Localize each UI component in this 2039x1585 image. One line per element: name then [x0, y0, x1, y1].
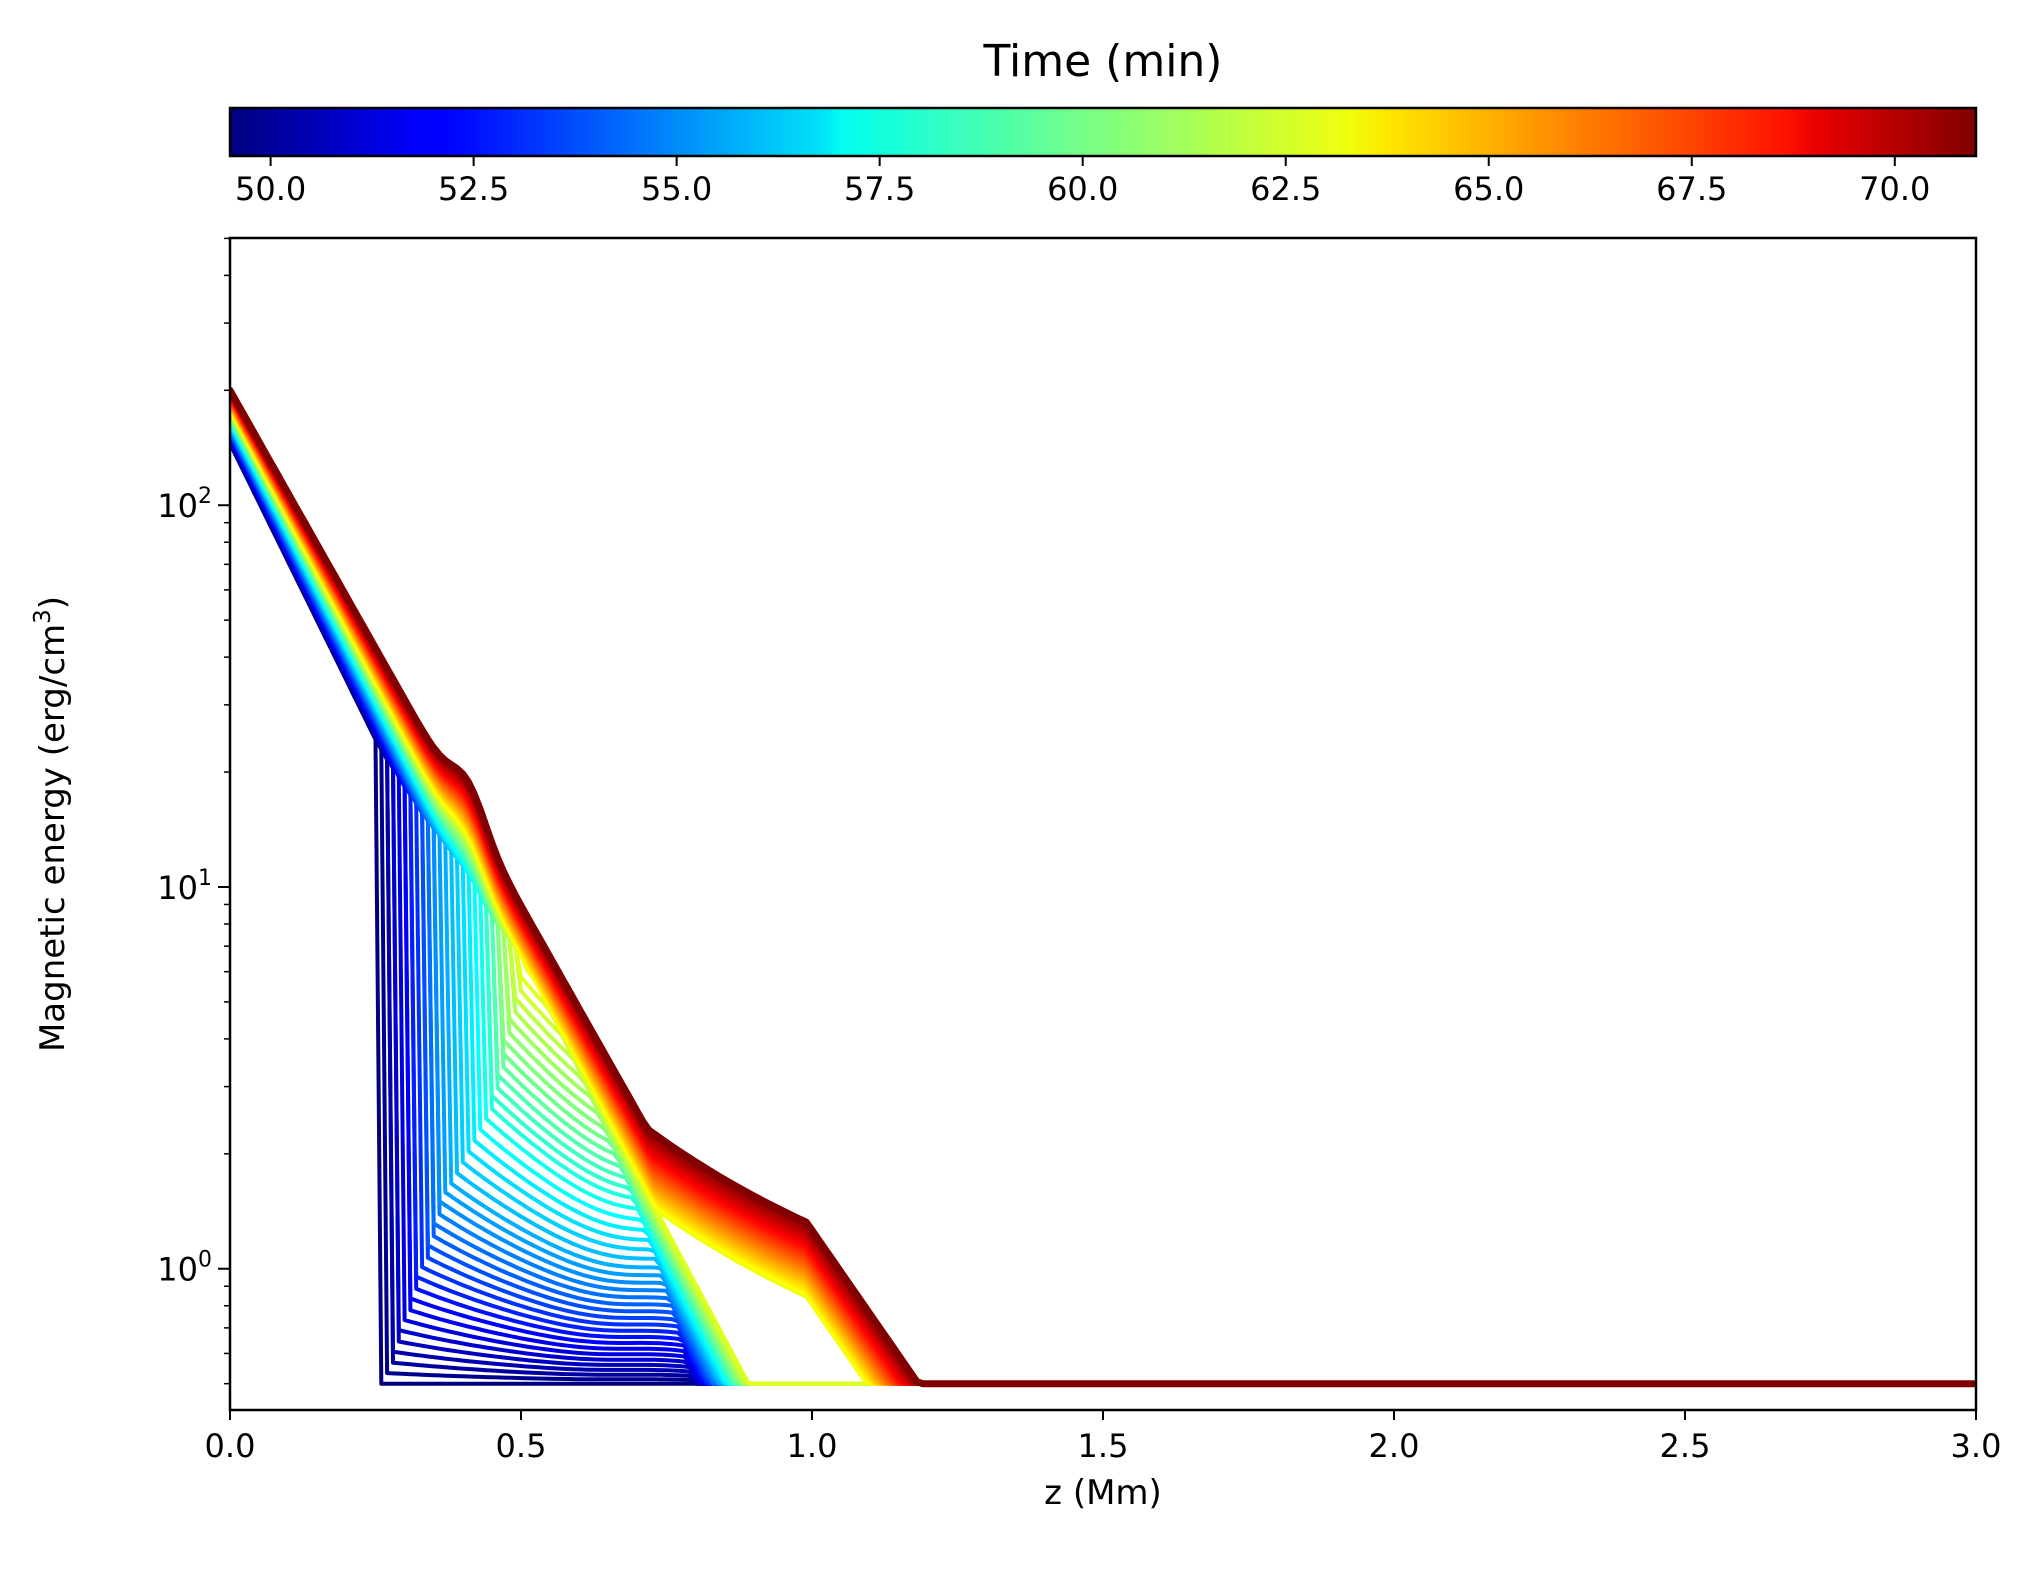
y-axis-label-main: Magnetic energy (erg/cm — [33, 624, 73, 1052]
y-tick-sup: 1 — [198, 866, 212, 891]
colorbar-tick-label: 62.5 — [1250, 170, 1321, 208]
y-axis-label-close: ) — [33, 596, 73, 609]
x-axis-ticks: 0.0 0.5 1.0 1.5 2.0 2.5 3.0 — [205, 1410, 2002, 1465]
colorbar-gradient — [228, 106, 1978, 158]
colorbar-title: Time (min) — [983, 36, 1223, 87]
y-tick-label: 101 — [157, 866, 212, 907]
y-axis-label: Magnetic energy (erg/cm3) — [30, 596, 73, 1052]
colorbar-tick-label: 55.0 — [641, 170, 712, 208]
colorbar-ticks: 50.0 52.5 55.0 57.5 60.0 62.5 65.0 67.5 70.0 — [235, 156, 1930, 208]
colorbar-tick-label: 57.5 — [844, 170, 915, 208]
colorbar-tick-label: 70.0 — [1859, 170, 1930, 208]
colorbar-tick-label: 65.0 — [1453, 170, 1524, 208]
x-tick-label: 0.5 — [496, 1427, 547, 1465]
x-tick-label: 1.0 — [787, 1427, 838, 1465]
x-tick-label: 2.0 — [1369, 1427, 1420, 1465]
colorbar-tick-label: 50.0 — [235, 170, 306, 208]
y-tick-base: 10 — [157, 1251, 198, 1289]
x-tick-label: 2.5 — [1660, 1427, 1711, 1465]
x-tick-label: 1.5 — [1078, 1427, 1129, 1465]
y-tick-base: 10 — [157, 487, 198, 525]
colorbar-tick-label: 60.0 — [1047, 170, 1118, 208]
energy-curve — [230, 406, 1976, 1386]
colorbar: Time (min) 50.0 52.5 55.0 57.5 60.0 62.5 65.0 6… — [228, 36, 1978, 208]
y-axis-label-sup: 3 — [30, 609, 56, 624]
x-tick-label: 0.0 — [205, 1427, 256, 1465]
colorbar-tick-label: 52.5 — [438, 170, 509, 208]
energy-curve — [230, 407, 1976, 1386]
y-tick-sup: 0 — [198, 1248, 212, 1273]
y-tick-label: 102 — [157, 484, 212, 525]
x-tick-label: 3.0 — [1951, 1427, 2002, 1465]
y-tick-label: 100 — [157, 1248, 212, 1289]
energy-curve — [230, 386, 1976, 1388]
x-axis-label: z (Mm) — [1044, 1473, 1162, 1513]
curves-group — [230, 386, 1976, 1388]
y-tick-base: 10 — [157, 869, 198, 907]
y-tick-sup: 2 — [198, 484, 212, 509]
colorbar-tick-label: 67.5 — [1656, 170, 1727, 208]
